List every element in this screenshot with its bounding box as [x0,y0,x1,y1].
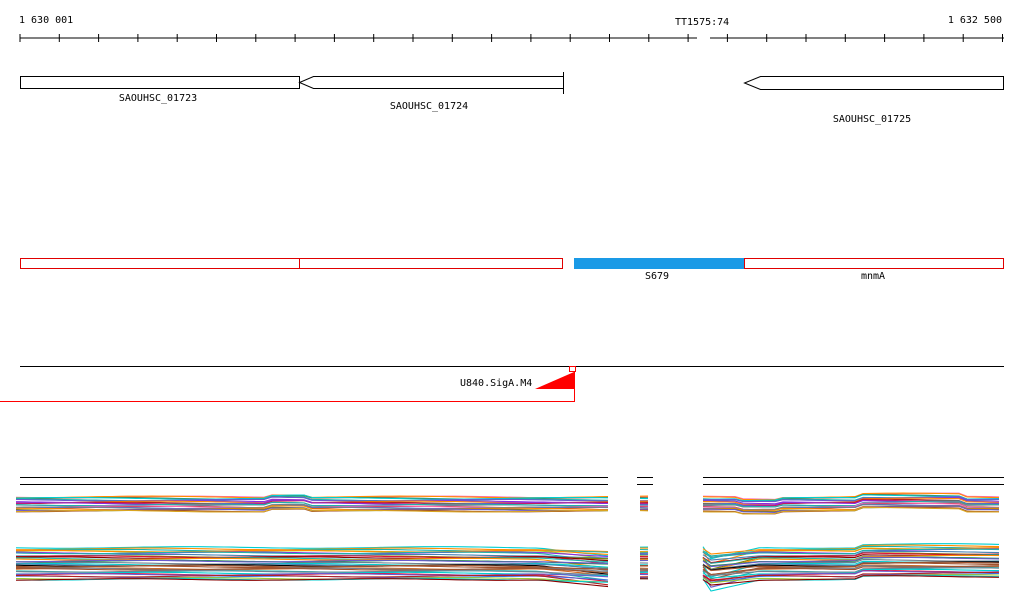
gene-label-saouhsc-01725: SAOUHSC_01725 [833,114,911,125]
expression-profile-line [16,579,608,587]
gene-track: SAOUHSC_01723 SAOUHSC_01724 SAOUHSC_0172… [21,72,1004,125]
transcript-label-mnma: mnmA [861,271,885,282]
transcript-s679[interactable] [574,258,745,269]
gene-label-saouhsc-01724: SAOUHSC_01724 [390,101,468,112]
promoter-wedge [535,372,574,389]
transcript-track: S679 mnmA [21,258,1004,282]
axis-marker-label: TT1575:74 [675,17,729,28]
promoter-track: U840.SigA.M4 [0,366,1004,402]
expression-profiles [16,478,1004,592]
coordinate-ruler: 1 630 001 1 632 500 TT1575:74 [19,15,1004,42]
transcript-box-1[interactable] [21,259,300,269]
promoter-marker[interactable] [570,367,576,372]
promoter-label: U840.SigA.M4 [460,378,532,389]
axis-start-label: 1 630 001 [19,15,73,26]
gene-label-saouhsc-01723: SAOUHSC_01723 [119,93,197,104]
gene-arrow-saouhsc-01725[interactable] [745,77,1004,90]
profile-bundle-upper [16,493,999,514]
profile-bundle-lower [16,544,999,591]
gene-arrow-saouhsc-01724[interactable] [300,77,564,89]
axis-end-label: 1 632 500 [948,15,1002,26]
gene-box-saouhsc-01723[interactable] [21,77,300,89]
transcript-label-s679: S679 [645,271,669,282]
transcript-mnma[interactable] [745,259,1004,269]
transcript-box-2[interactable] [300,259,563,269]
